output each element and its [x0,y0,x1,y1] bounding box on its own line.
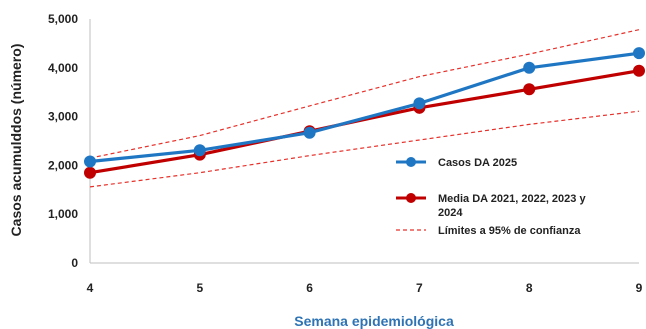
x-axis-title: Semana epidemiológica [294,313,454,329]
series-line-ci-lower [89,110,640,188]
y-tick-label: 0 [71,256,78,270]
y-tick-label: 2,000 [48,158,78,172]
data-point [633,64,645,77]
legend-marker-media [406,193,416,203]
data-point [303,126,316,139]
series-line-ci-upper [89,29,640,159]
data-point [84,166,96,179]
data-point [633,47,645,60]
x-tick-label: 9 [636,281,643,295]
data-point [193,144,206,157]
y-tick-label: 5,000 [48,12,78,26]
legend-label-ci: Límites a 95% de confianza [438,225,581,237]
series-line-casos-2025 [89,51,640,164]
y-tick-label: 3,000 [48,110,78,124]
data-point [84,155,96,168]
legend-marker-casos-2025 [406,157,416,167]
x-tick-label: 4 [87,281,94,295]
plot-area: 0 1,000 2,000 3,000 4,000 5,000 4 5 6 7 8 9 [48,12,645,295]
data-point [523,61,536,74]
y-tick-label: 4,000 [48,61,78,75]
x-tick-label: 5 [196,281,203,295]
data-point [523,83,536,96]
legend-label-media: Media DA 2021, 2022, 2023 y 2024 [438,193,586,219]
x-tick-label: 7 [416,281,423,295]
data-point [413,97,426,110]
x-tick-label: 6 [306,281,313,295]
x-tick-label: 8 [526,281,533,295]
legend-label-casos-2025: Casos DA 2025 [438,157,517,169]
legend: Casos DA 2025 Media DA 2021, 2022, 2023 y… [396,157,586,237]
y-axis-title: Casos acumulddos (número) [8,44,24,237]
y-tick-label: 1,000 [48,207,78,221]
